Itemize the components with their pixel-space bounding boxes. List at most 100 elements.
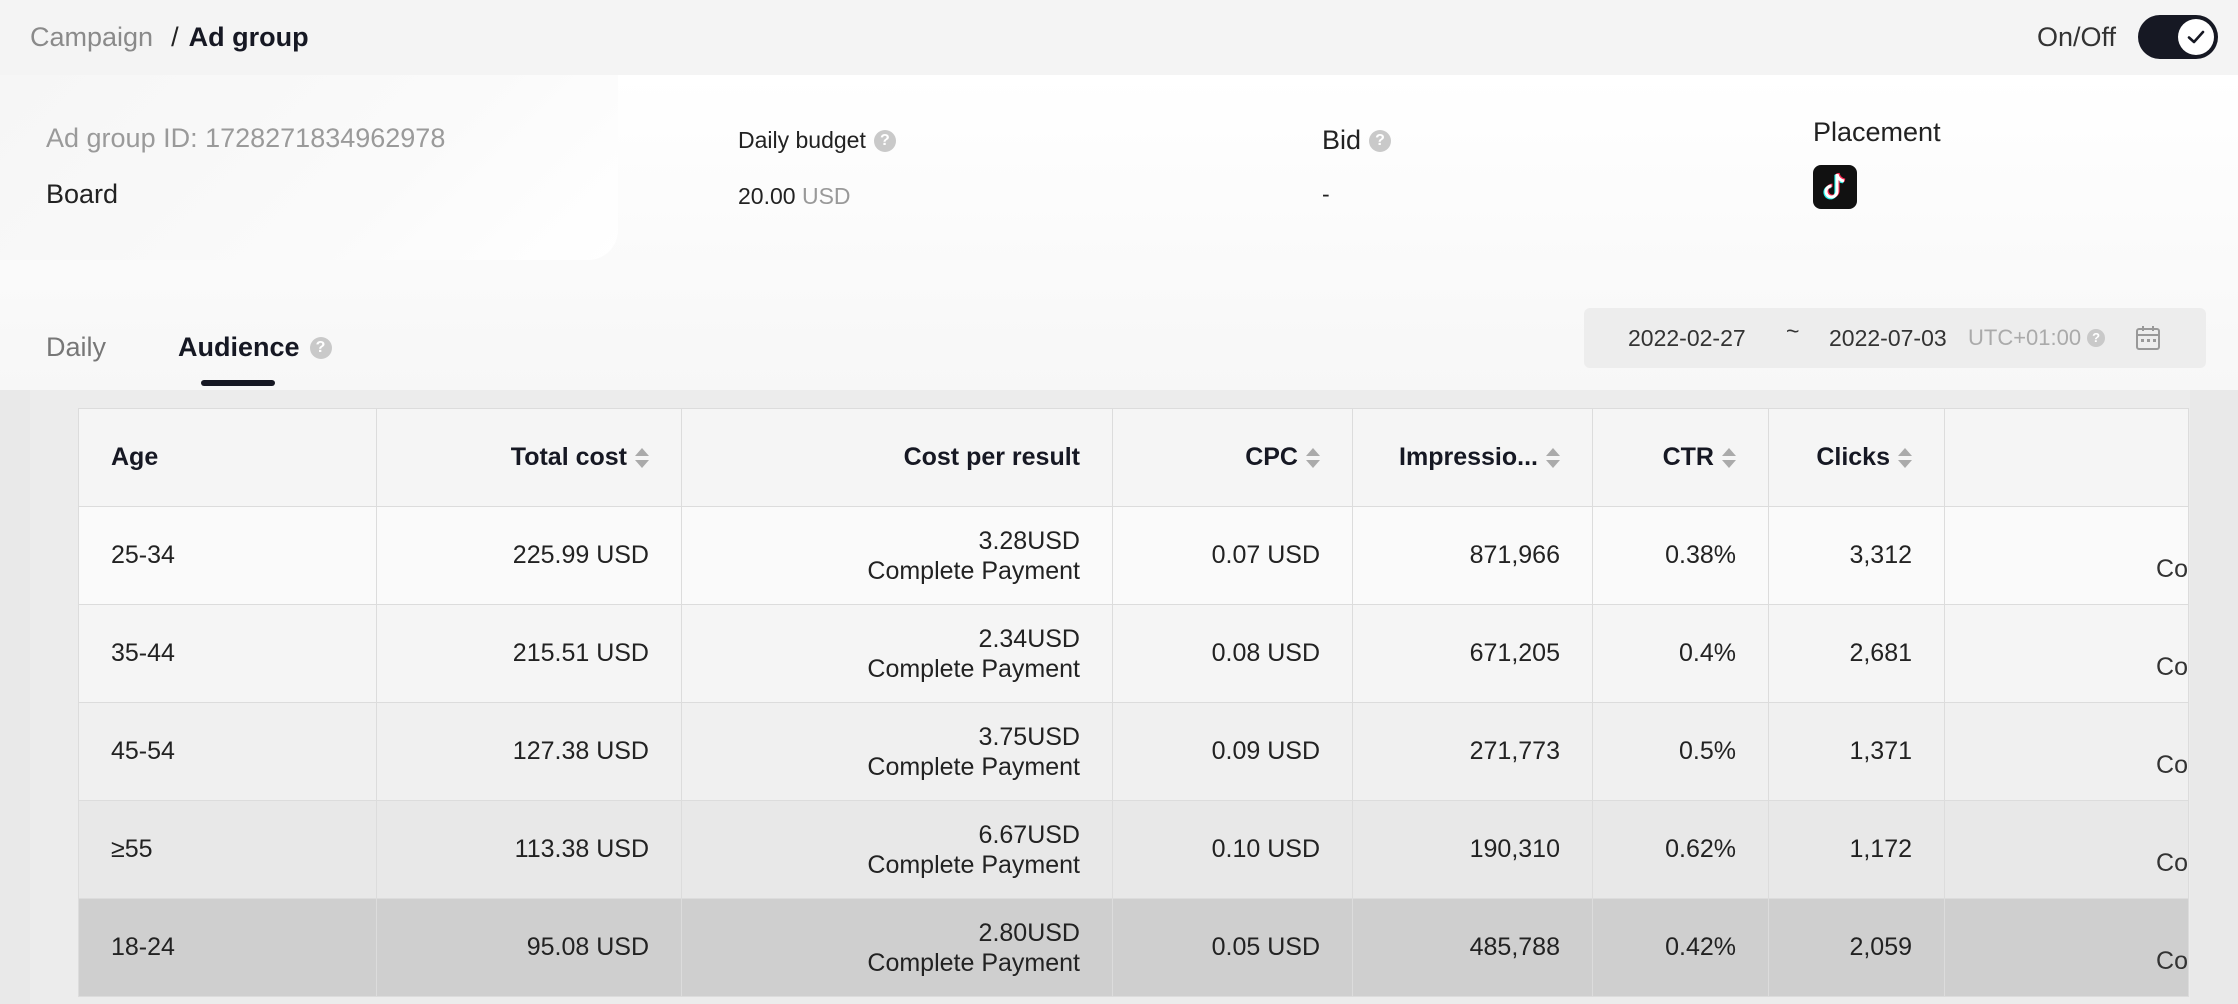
column-header-extra (1944, 408, 2189, 507)
active-tab-indicator (201, 380, 275, 386)
cell-ctr: 0.5% (1592, 702, 1769, 801)
tiktok-icon (1813, 165, 1857, 209)
cell-impressions: 190,310 (1352, 800, 1593, 899)
table-row: 45-54 127.38 USD 3.75USD Complete Payment… (78, 702, 2189, 801)
breadcrumb-separator: / (171, 22, 179, 52)
column-header-total-cost[interactable]: Total cost (376, 408, 682, 507)
cost-per-result-value: 3.75USD (978, 722, 1080, 751)
date-start[interactable]: 2022-02-27 (1628, 324, 1746, 351)
cell-clicks: 2,059 (1768, 898, 1945, 997)
top-bar: Campaign / Ad group On/Off (0, 0, 2238, 75)
cell-total-cost: 215.51 USD (376, 604, 682, 703)
cost-per-result-type: Complete Payment (867, 556, 1080, 585)
cell-age: ≥55 (78, 800, 377, 899)
cell-cost-per-result: 3.28USD Complete Payment (681, 506, 1113, 605)
cell-extra: Co (1944, 604, 2189, 703)
cell-impressions: 271,773 (1352, 702, 1593, 801)
cell-impressions: 485,788 (1352, 898, 1593, 997)
sort-icon[interactable] (1722, 447, 1736, 469)
cell-cost-per-result: 6.67USD Complete Payment (681, 800, 1113, 899)
cell-ctr: 0.42% (1592, 898, 1769, 997)
cell-clicks: 1,172 (1768, 800, 1945, 899)
cell-clicks: 1,371 (1768, 702, 1945, 801)
cell-cpc: 0.08 USD (1112, 604, 1353, 703)
column-header-cpc[interactable]: CPC (1112, 408, 1353, 507)
ad-group-card: Ad group ID: 1728271834962978 Board (0, 75, 618, 260)
audience-table: Age Total cost Cost per result CPC Impre… (78, 408, 2189, 997)
on-off-control: On/Off (2037, 15, 2218, 59)
cell-total-cost: 127.38 USD (376, 702, 682, 801)
cell-total-cost: 225.99 USD (376, 506, 682, 605)
tab-audience[interactable]: Audience ? (178, 332, 332, 363)
column-header-ctr[interactable]: CTR (1592, 408, 1769, 507)
timezone-label: UTC+01:00 (1968, 325, 2082, 350)
help-icon[interactable]: ? (2087, 329, 2106, 347)
cell-age: 35-44 (78, 604, 377, 703)
date-range-picker[interactable]: 2022-02-27 ~ 2022-07-03 UTC+01:00 ? (1584, 308, 2206, 368)
daily-budget-value: 20.00 (738, 183, 796, 209)
sort-icon[interactable] (1306, 447, 1320, 469)
help-icon[interactable]: ? (1369, 129, 1392, 152)
sort-icon[interactable] (635, 447, 649, 469)
cost-per-result-type: Complete Payment (867, 850, 1080, 879)
cell-clicks: 2,681 (1768, 604, 1945, 703)
column-header-clicks[interactable]: Clicks (1768, 408, 1945, 507)
cell-cost-per-result: 2.34USD Complete Payment (681, 604, 1113, 703)
tab-daily-label: Daily (46, 332, 107, 362)
column-header-age: Age (78, 408, 377, 507)
cell-cpc: 0.05 USD (1112, 898, 1353, 997)
date-end[interactable]: 2022-07-03 (1829, 324, 1947, 351)
on-off-toggle[interactable] (2138, 15, 2218, 59)
toggle-knob (2178, 19, 2214, 55)
cost-per-result-type: Complete Payment (867, 752, 1080, 781)
cell-total-cost: 113.38 USD (376, 800, 682, 899)
table-row: 25-34 225.99 USD 3.28USD Complete Payment… (78, 506, 2189, 605)
sort-icon[interactable] (1546, 447, 1560, 469)
cell-impressions: 871,966 (1352, 506, 1593, 605)
check-icon (2187, 30, 2205, 44)
placement-label: Placement (1813, 117, 1941, 147)
cell-extra: Co (1944, 702, 2189, 801)
daily-budget-label: Daily budget (738, 127, 866, 153)
column-header-impressions[interactable]: Impressio... (1352, 408, 1593, 507)
cell-ctr: 0.38% (1592, 506, 1769, 605)
breadcrumb: Campaign / Ad group (30, 22, 309, 53)
cell-ctr: 0.4% (1592, 604, 1769, 703)
bid-value: - (1322, 181, 1330, 207)
table-header-row: Age Total cost Cost per result CPC Impre… (78, 408, 2189, 507)
bid-label: Bid (1322, 125, 1362, 155)
column-header-cost-per-result: Cost per result (681, 408, 1113, 507)
sort-icon[interactable] (1898, 447, 1912, 469)
cell-extra: Co (1944, 800, 2189, 899)
help-icon[interactable]: ? (873, 129, 896, 152)
date-separator: ~ (1786, 318, 1800, 344)
cell-age: 18-24 (78, 898, 377, 997)
cell-extra: Co (1944, 506, 2189, 605)
tab-daily[interactable]: Daily (46, 332, 106, 363)
breadcrumb-campaign-link[interactable]: Campaign (30, 22, 154, 52)
ad-group-name: Board (46, 179, 119, 209)
audience-table-container: Age Total cost Cost per result CPC Impre… (30, 390, 2190, 1004)
daily-budget-unit: USD (801, 183, 851, 209)
ad-group-info: Ad group ID: 1728271834962978 Board Dail… (0, 75, 2238, 390)
bid-label-group: Bid ? (1322, 125, 1392, 156)
timezone-group: UTC+01:00 ? (1968, 325, 2106, 351)
tab-audience-label: Audience (178, 332, 300, 362)
cost-per-result-type: Complete Payment (867, 948, 1080, 977)
help-icon[interactable]: ? (309, 336, 332, 359)
daily-budget-value-group: 20.00 USD (738, 183, 851, 210)
cost-per-result-type: Complete Payment (867, 654, 1080, 683)
cost-per-result-value: 2.34USD (978, 624, 1080, 653)
cell-impressions: 671,205 (1352, 604, 1593, 703)
cell-age: 25-34 (78, 506, 377, 605)
calendar-icon[interactable] (2134, 324, 2162, 352)
breadcrumb-current: Ad group (188, 22, 309, 52)
table-row: 18-24 95.08 USD 2.80USD Complete Payment … (78, 898, 2189, 997)
cell-cpc: 0.09 USD (1112, 702, 1353, 801)
cell-extra: Co (1944, 898, 2189, 997)
ad-group-id: Ad group ID: 1728271834962978 (46, 123, 446, 153)
table-row: 35-44 215.51 USD 2.34USD Complete Payment… (78, 604, 2189, 703)
on-off-label: On/Off (2036, 21, 2116, 52)
cell-cpc: 0.10 USD (1112, 800, 1353, 899)
cell-cpc: 0.07 USD (1112, 506, 1353, 605)
